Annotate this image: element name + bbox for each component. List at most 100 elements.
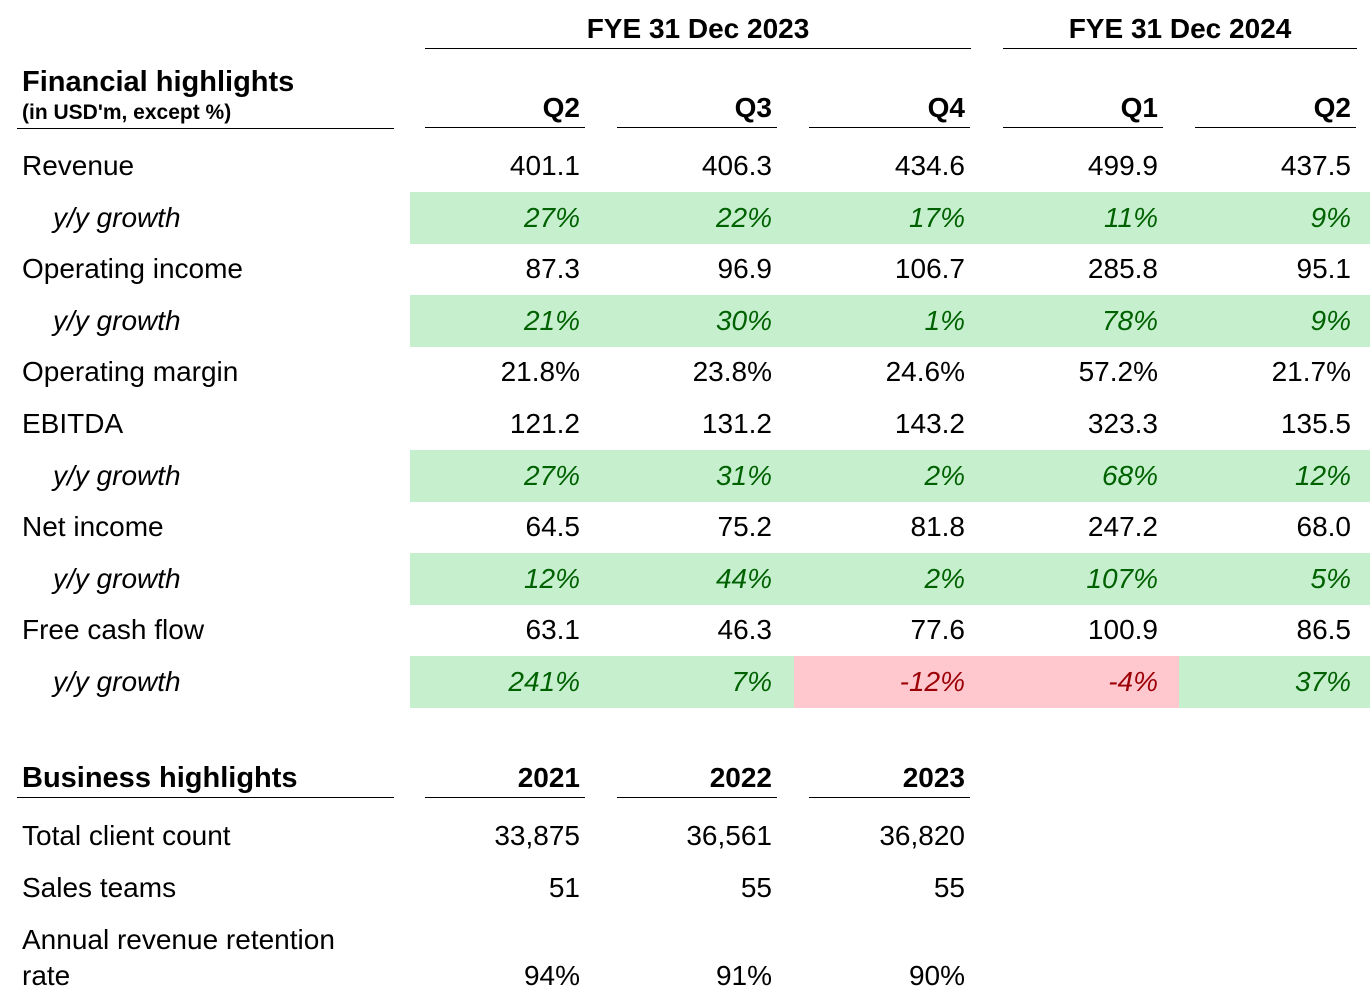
growth-cell-fill (410, 449, 602, 502)
value-cell: 96.9 (717, 253, 773, 285)
growth-cell-fill (986, 552, 1179, 605)
growth-value-cell: 17% (908, 201, 965, 233)
value-cell: 23.8% (692, 356, 772, 388)
row-label: EBITDA (22, 408, 124, 439)
growth-cell-fill (794, 656, 986, 708)
growth-value-cell: 107% (1086, 562, 1158, 594)
year-header-2023: 2023 (902, 762, 965, 793)
growth-value-cell: 37% (1294, 666, 1351, 697)
period-header-2023: FYE 31 Dec 2023 (586, 13, 810, 44)
value-cell: 57.2% (1078, 356, 1158, 388)
value-cell: 323.3 (1087, 408, 1158, 439)
value-cell: 55 (933, 872, 965, 903)
value-cell: 63.1 (525, 614, 581, 646)
row-label: Revenue (22, 150, 135, 181)
growth-value-cell: 12% (1294, 459, 1351, 491)
value-cell: 21.8% (500, 356, 580, 388)
value-cell: 21.7% (1271, 356, 1351, 388)
growth-row-label: y/y growth (53, 666, 181, 697)
value-cell: 55 (740, 872, 772, 903)
growth-value-cell: 78% (1101, 304, 1158, 336)
growth-row-label: y/y growth (53, 304, 181, 336)
value-cell: 64.5 (525, 511, 581, 543)
column-header-q1: Q1 (1120, 92, 1158, 123)
growth-cell-fill (602, 449, 794, 502)
financial-section-subtitle: (in USD'm, except %) (22, 101, 232, 124)
year-header-underline (617, 797, 777, 798)
row-label-line2: rate (22, 960, 71, 991)
growth-value-cell: -12% (899, 666, 965, 697)
growth-value-cell: 9% (1310, 201, 1351, 233)
column-header-underline (425, 127, 585, 128)
value-cell: 95.1 (1296, 253, 1352, 285)
value-cell: 68.0 (1296, 511, 1352, 543)
value-cell: 46.3 (717, 614, 773, 646)
value-cell: 51 (548, 872, 580, 903)
growth-value-cell: 21% (523, 304, 580, 336)
growth-value-cell: 9% (1310, 304, 1351, 336)
value-cell: 285.8 (1087, 253, 1158, 285)
growth-value-cell: 68% (1101, 459, 1158, 491)
value-cell: 36,561 (686, 820, 772, 851)
year-header-2021: 2021 (517, 762, 580, 793)
value-cell: 106.7 (894, 253, 965, 285)
growth-value-cell: 5% (1310, 562, 1351, 594)
growth-value-cell: 27% (523, 201, 580, 233)
growth-row-label: y/y growth (53, 201, 181, 233)
growth-value-cell: 44% (715, 562, 772, 594)
growth-cell-fill (410, 552, 602, 605)
value-cell: 434.6 (894, 150, 965, 181)
growth-cell-fill (986, 449, 1179, 502)
growth-cell-fill (794, 191, 986, 244)
growth-cell-fill (986, 191, 1179, 244)
growth-cell-fill (410, 656, 602, 708)
growth-cell-fill (1179, 656, 1370, 708)
value-cell: 91% (715, 960, 772, 991)
value-cell: 247.2 (1087, 511, 1158, 543)
growth-row-label: y/y growth (53, 562, 181, 594)
row-label-line1: Annual revenue retention (22, 924, 335, 955)
growth-cell-fill (602, 191, 794, 244)
growth-cell-fill (1179, 191, 1370, 244)
value-cell: 131.2 (701, 408, 772, 439)
value-cell: 90% (908, 960, 965, 991)
growth-value-cell: 12% (523, 562, 580, 594)
growth-cell-fill (602, 552, 794, 605)
column-header-q3: Q3 (734, 92, 772, 123)
row-label: Sales teams (22, 872, 177, 903)
period-header-2023-underline (425, 48, 971, 49)
value-cell: 100.9 (1087, 614, 1158, 646)
growth-row-label: y/y growth (53, 459, 181, 491)
value-cell: 33,875 (494, 820, 580, 851)
column-header-underline (617, 127, 777, 128)
growth-cell-fill (1179, 552, 1370, 605)
growth-cell-fill (1179, 294, 1370, 347)
business-section-title: Business highlights (22, 762, 298, 794)
growth-value-cell: 241% (508, 666, 580, 697)
value-cell: 86.5 (1296, 614, 1352, 646)
growth-value-cell: 27% (523, 459, 580, 491)
growth-cell-fill (986, 294, 1179, 347)
value-cell: 406.3 (701, 150, 772, 181)
growth-cell-fill (410, 191, 602, 244)
value-cell: 135.5 (1280, 408, 1351, 439)
year-header-underline (425, 797, 585, 798)
business-title-underline (17, 797, 394, 798)
year-header-underline (809, 797, 970, 798)
value-cell: 499.9 (1087, 150, 1158, 181)
growth-value-cell: -4% (1108, 666, 1158, 697)
value-cell: 401.1 (509, 150, 580, 181)
financial-title-underline (17, 128, 394, 129)
value-cell: 87.3 (525, 253, 581, 285)
growth-cell-fill (602, 294, 794, 347)
column-header-q2: Q2 (542, 92, 580, 123)
column-header-underline (809, 127, 970, 128)
growth-cell-fill (794, 294, 986, 347)
row-label: Net income (22, 511, 164, 543)
growth-cell-fill (602, 656, 794, 708)
growth-cell-fill (794, 552, 986, 605)
growth-value-cell: 1% (924, 304, 965, 336)
growth-value-cell: 11% (1104, 201, 1158, 233)
column-header-underline (1195, 127, 1356, 128)
growth-value-cell: 31% (715, 459, 772, 491)
